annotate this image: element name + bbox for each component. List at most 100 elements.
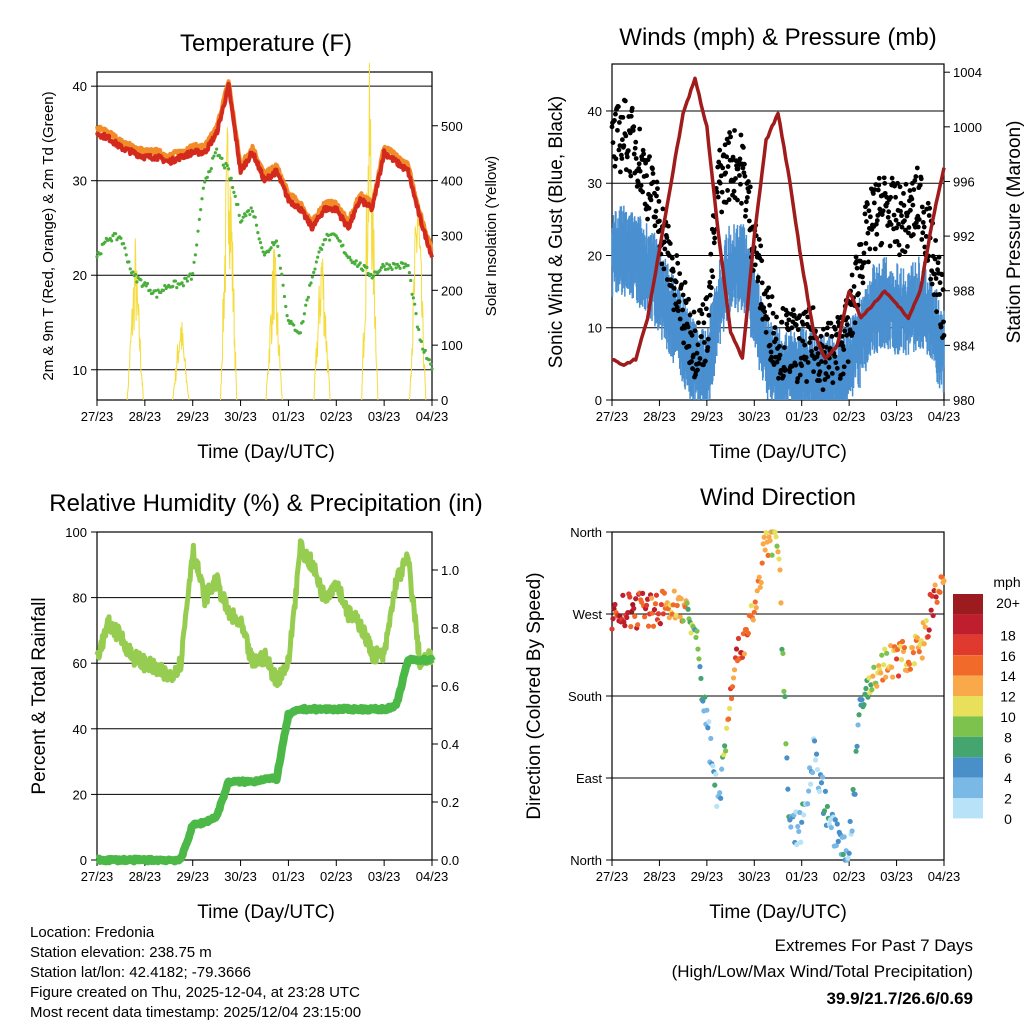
dewpoint-point [209, 167, 213, 171]
dewpoint-point [358, 261, 362, 265]
direction-point [799, 819, 805, 825]
dewpoint-point [195, 243, 199, 247]
direction-point [882, 646, 888, 652]
humidity-y-label: Percent & Total Rainfall [29, 597, 50, 794]
gust-point [654, 179, 660, 185]
direction-point [775, 549, 781, 555]
gust-point [615, 127, 620, 133]
direction-point [941, 578, 947, 584]
gust-point [899, 213, 904, 219]
humidity-y-tick-label: 100 [65, 525, 87, 540]
gust-point [896, 242, 902, 248]
precip-y2-tick-label: 0.6 [441, 679, 459, 694]
gust-point [777, 343, 782, 349]
dewpoint-point [261, 250, 265, 254]
humidity-y-tick-label: 20 [73, 787, 87, 802]
gust-point [844, 322, 850, 328]
gust-point [803, 355, 809, 360]
gust-point [744, 195, 750, 200]
gust-point [625, 148, 631, 154]
dewpoint-point [163, 284, 167, 288]
dewpoint-point [310, 275, 314, 279]
dewpoint-point [419, 339, 423, 344]
gust-point [799, 363, 805, 369]
gust-point [613, 156, 619, 162]
gust-point [895, 180, 900, 186]
direction-point [881, 662, 887, 668]
direction-point [834, 821, 840, 827]
gust-point [903, 181, 909, 187]
humidity-title: Relative Humidity (%) & Precipitation (i… [49, 490, 482, 517]
gust-point [701, 320, 707, 326]
gust-point [898, 208, 903, 214]
direction-point [807, 765, 813, 771]
gust-point [940, 287, 946, 293]
gust-point [705, 345, 711, 350]
gust-point [835, 319, 841, 325]
direction-point [847, 818, 853, 825]
dewpoint-point [197, 217, 201, 221]
gust-point [935, 267, 940, 273]
dewpoint-point [135, 280, 139, 284]
gust-point [747, 184, 753, 190]
gust-point [907, 188, 913, 193]
gust-point [833, 360, 839, 366]
gust-point [910, 232, 916, 237]
dewpoint-point [223, 166, 227, 170]
gust-point [664, 277, 670, 282]
direction-point [719, 766, 725, 772]
gust-point [699, 311, 705, 317]
gust-point [824, 344, 829, 350]
dewpoint-point [387, 263, 392, 267]
dewpoint-point [306, 295, 310, 299]
dewpoint-point [201, 186, 205, 190]
direction-point [673, 612, 679, 618]
gust-point [760, 316, 766, 322]
gust-point [829, 333, 835, 339]
direction-point [781, 688, 787, 695]
direction-point [684, 600, 690, 606]
direction-point [794, 841, 800, 848]
gust-point [941, 319, 946, 325]
temperature-x-tick-label: 30/23 [224, 409, 257, 424]
direction-point [910, 650, 916, 656]
precip-y2-tick-label: 0.4 [441, 737, 459, 752]
gust-point [695, 367, 700, 373]
direction-point [705, 725, 711, 731]
gust-point [648, 193, 653, 199]
direction-point [876, 663, 882, 669]
dewpoint-point [180, 281, 184, 285]
gust-point [715, 194, 721, 200]
gust-point [786, 317, 792, 323]
gust-point [687, 312, 693, 318]
gust-point [871, 200, 877, 206]
dewpoint-point [124, 253, 128, 257]
dewpoint-point [240, 219, 244, 223]
dewpoint-point [394, 266, 398, 270]
gust-point [893, 217, 899, 223]
legend-swatch [953, 716, 983, 737]
gust-point [647, 154, 652, 160]
gust-point [637, 168, 643, 174]
gust-point [876, 175, 882, 181]
gust-point [804, 379, 810, 384]
gust-point [661, 266, 667, 272]
gust-point [685, 324, 691, 330]
direction-point [852, 791, 858, 797]
gust-point [840, 343, 846, 349]
extremes-subtitle: (High/Low/Max Wind/Total Precipitation) [672, 962, 973, 981]
solar-insolation-line [409, 216, 427, 401]
direction-point [627, 594, 633, 600]
winds-y-tick-label: 40 [588, 104, 602, 119]
gust-point [616, 147, 622, 153]
gust-point [637, 126, 643, 132]
direction-point [897, 643, 904, 649]
direction-point [779, 646, 785, 652]
direction-point [761, 534, 767, 540]
direction-point [661, 590, 667, 596]
gust-point [683, 300, 689, 306]
direction-point [651, 606, 658, 613]
temperature-x-tick-label: 04/23 [416, 409, 449, 424]
gust-point [832, 326, 838, 332]
direction-point [655, 611, 662, 617]
